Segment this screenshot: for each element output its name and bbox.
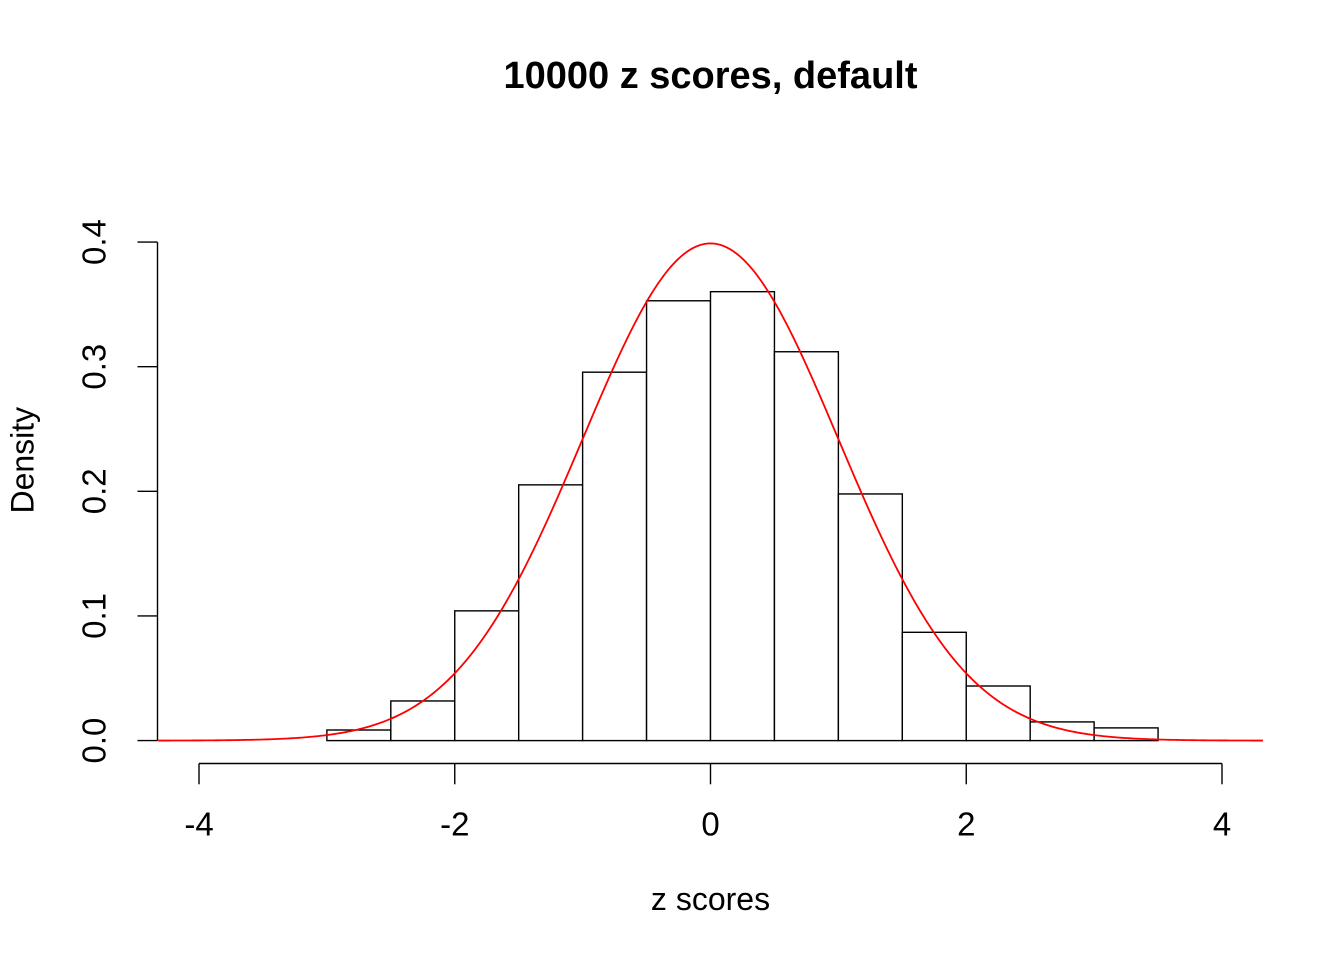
svg-text:0.3: 0.3 (76, 344, 113, 390)
svg-text:0.2: 0.2 (76, 468, 113, 514)
svg-text:2: 2 (957, 806, 975, 843)
svg-text:-2: -2 (440, 806, 469, 843)
svg-text:Density: Density (5, 407, 41, 514)
svg-text:0: 0 (701, 806, 719, 843)
svg-text:-4: -4 (184, 806, 213, 843)
svg-text:0.0: 0.0 (76, 718, 113, 764)
svg-text:4: 4 (1213, 806, 1231, 843)
svg-text:0.4: 0.4 (76, 219, 113, 265)
svg-text:z scores: z scores (651, 881, 770, 917)
svg-text:0.1: 0.1 (76, 593, 113, 639)
svg-text:10000 z scores, default: 10000 z scores, default (504, 55, 918, 97)
